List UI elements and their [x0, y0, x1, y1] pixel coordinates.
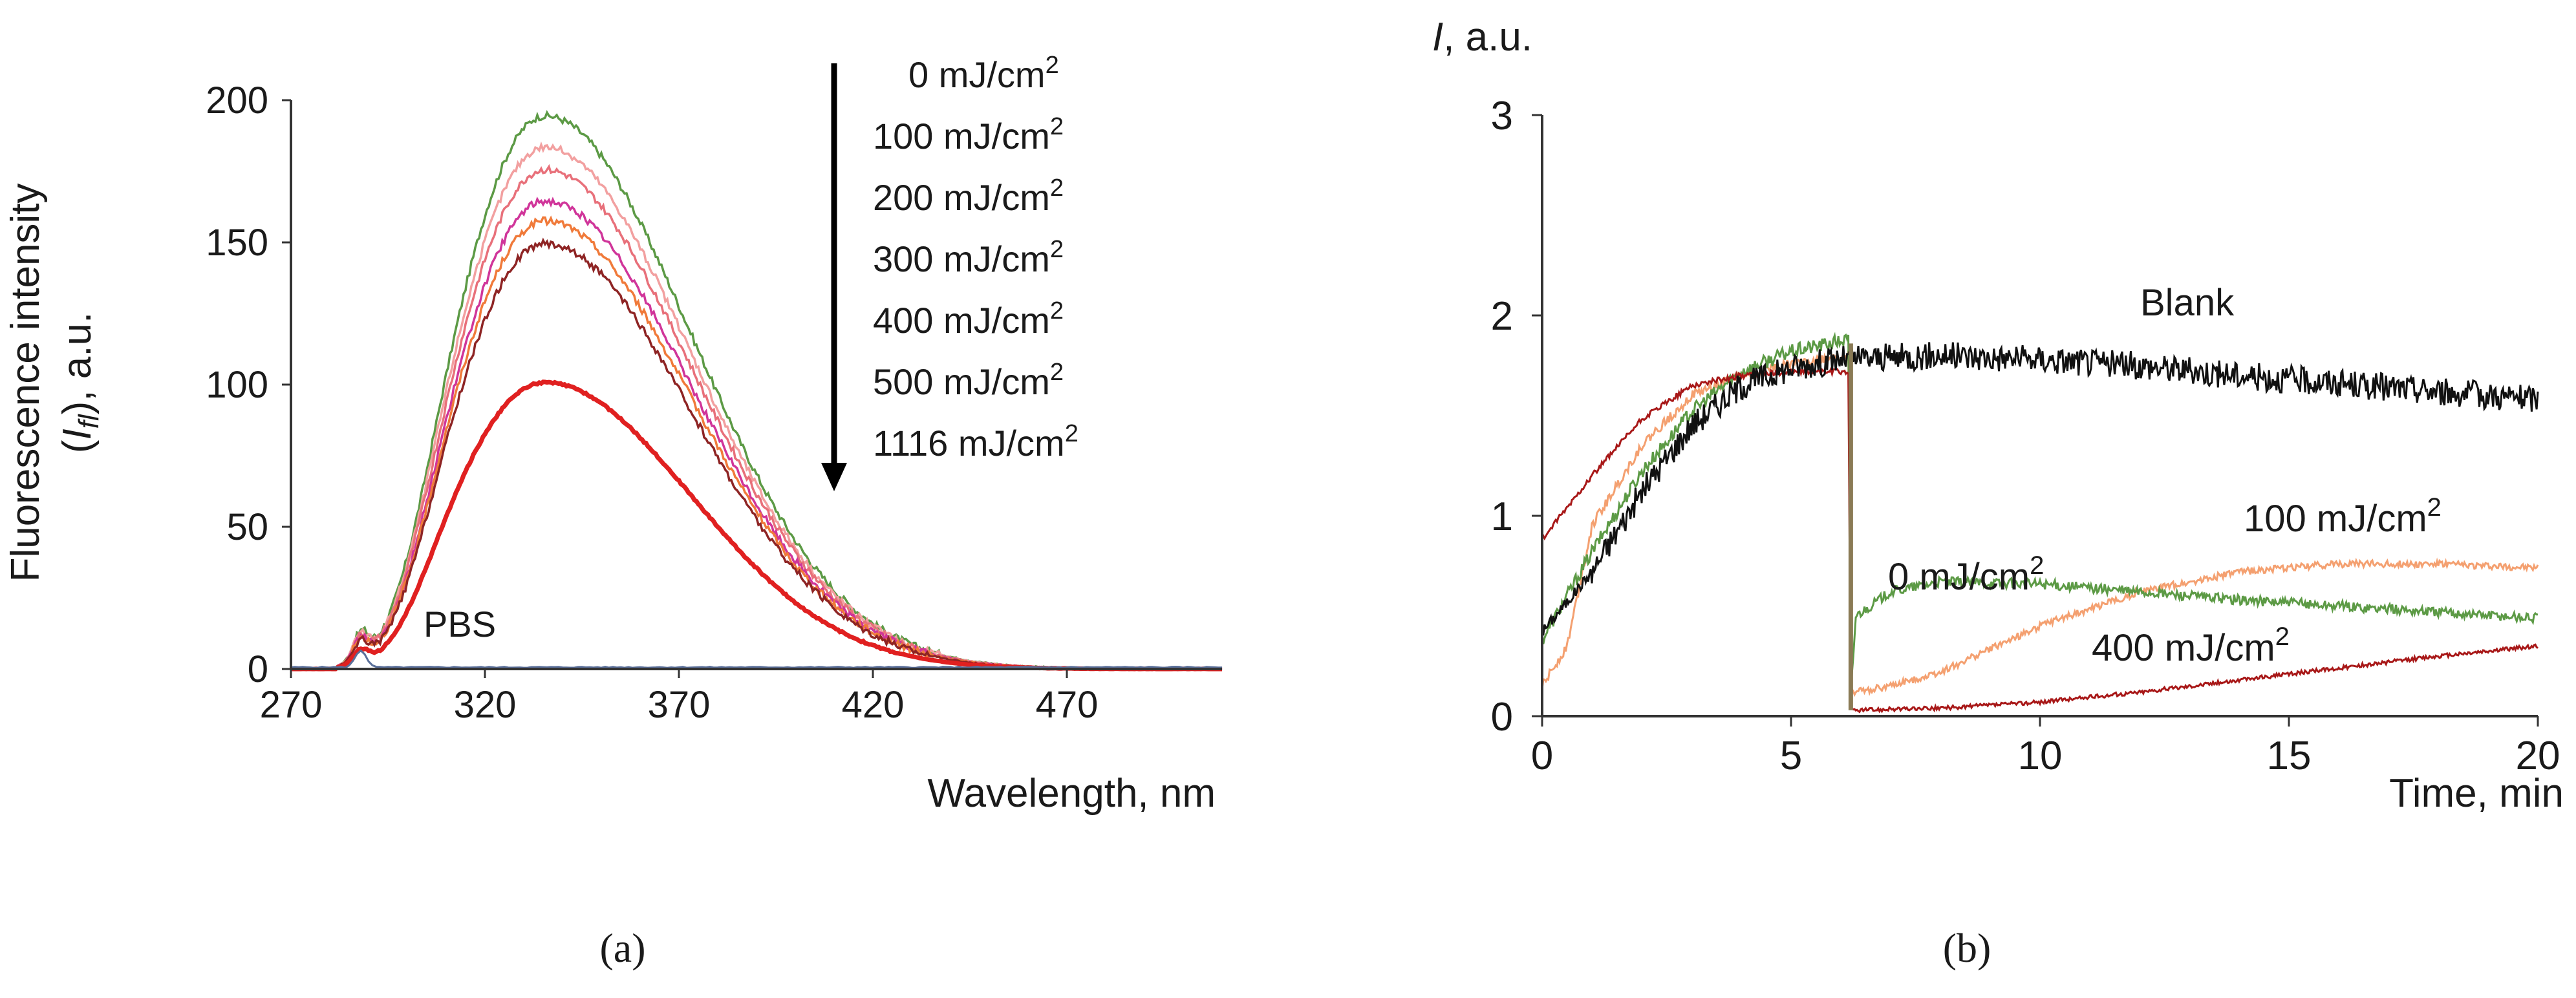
chart-b-series-line: [1541, 350, 2539, 697]
chart-a-legend-entry: 1116 mJ/cm2: [873, 420, 1079, 463]
chart-a-axes: [282, 99, 1222, 678]
chart-a-legend: 0 mJ/cm2 100 mJ/cm2 200 mJ/cm2 300 mJ/cm2 40…: [821, 52, 1079, 491]
chart-a-x-tick-label: 270: [260, 684, 323, 726]
chart-a-series-line: [290, 141, 1223, 670]
chart-b-series-line: [1541, 366, 2538, 714]
chart-a-series-line: [290, 215, 1223, 670]
chart-a: 270 320 370 420 470 0 50 100 150 200 Fluorescence…: [3, 52, 1223, 816]
chart-b-series-label: 100 mJ/cm2: [2244, 493, 2442, 540]
chart-a-legend-arrow-head: [821, 463, 847, 491]
chart-a-series-group: [290, 110, 1223, 672]
chart-a-pbs-label: PBS: [424, 604, 496, 644]
chart-a-y-tick-label: 100: [206, 364, 268, 406]
chart-b: 0 5 10 15 20 0 1 2 3 I, a.u. Time, min Blank 0 mJ…: [1432, 15, 2564, 816]
chart-b-y-axis-label: I, a.u.: [1432, 15, 1532, 59]
chart-a-legend-entry: 300 mJ/cm2: [873, 236, 1064, 279]
chart-a-x-tick-label: 420: [842, 684, 905, 726]
chart-b-y-tick-label: 2: [1491, 294, 1513, 339]
chart-b-x-tick-label: 10: [2018, 734, 2063, 778]
chart-b-series-label: 0 mJ/cm2: [1888, 551, 2044, 598]
chart-b-y-tick-label: 1: [1491, 494, 1513, 539]
chart-a-pbs-line: [290, 649, 1223, 669]
chart-b-y-tick-label: 3: [1491, 94, 1513, 138]
panel-labels: (a) (b): [599, 925, 1991, 971]
chart-a-legend-entry: 400 mJ/cm2: [873, 297, 1064, 341]
chart-a-y-tick-label: 50: [226, 506, 268, 548]
chart-b-x-tick-label: 0: [1531, 734, 1553, 778]
chart-a-y-axis-label-line2: (Ifl), a.u.: [55, 312, 105, 453]
panel-a-label: (a): [599, 925, 645, 971]
chart-a-series-line: [291, 196, 1223, 670]
chart-a-series-line: [291, 110, 1222, 670]
chart-a-y-tick-label: 150: [206, 222, 268, 264]
chart-a-x-axis-label: Wavelength, nm: [927, 771, 1216, 816]
chart-a-x-tick-label: 320: [454, 684, 517, 726]
chart-a-legend-entry: 0 mJ/cm2: [908, 52, 1059, 95]
chart-b-series-label: Blank: [2140, 282, 2235, 324]
chart-b-x-tick-label: 15: [2267, 734, 2312, 778]
chart-b-x-axis-label: Time, min: [2389, 771, 2564, 816]
chart-b-x-tick-label: 20: [2516, 734, 2560, 778]
panel-b-label: (b): [1943, 925, 1991, 971]
chart-a-y-tick-label: 200: [206, 80, 268, 122]
chart-a-legend-entry: 500 mJ/cm2: [873, 359, 1064, 402]
chart-b-y-tick-label: 0: [1491, 695, 1513, 739]
chart-b-series-line: [1541, 342, 2539, 636]
chart-a-tick-labels: 270 320 370 420 470 0 50 100 150 200: [206, 80, 1098, 726]
chart-b-axes: [1532, 114, 2539, 727]
chart-a-x-tick-label: 370: [648, 684, 711, 726]
chart-a-y-tick-label: 0: [248, 648, 268, 690]
chart-b-tick-labels: 0 5 10 15 20 0 1 2 3: [1491, 94, 2560, 778]
chart-a-series-line: [290, 164, 1223, 670]
chart-b-series-line: [1541, 332, 2538, 693]
chart-a-legend-entry: 100 mJ/cm2: [873, 113, 1064, 156]
chart-b-series-group: [1541, 332, 2539, 714]
chart-a-x-tick-label: 470: [1036, 684, 1099, 726]
chart-b-series-label: 400 mJ/cm2: [2092, 622, 2290, 669]
chart-b-x-tick-label: 5: [1780, 734, 1802, 778]
chart-a-y-axis-label-line1: Fluorescence intensity: [3, 184, 48, 582]
chart-a-legend-entry: 200 mJ/cm2: [873, 175, 1064, 218]
chart-b-series-labels: Blank 0 mJ/cm2 100 mJ/cm2 400 mJ/cm2: [1888, 282, 2442, 669]
